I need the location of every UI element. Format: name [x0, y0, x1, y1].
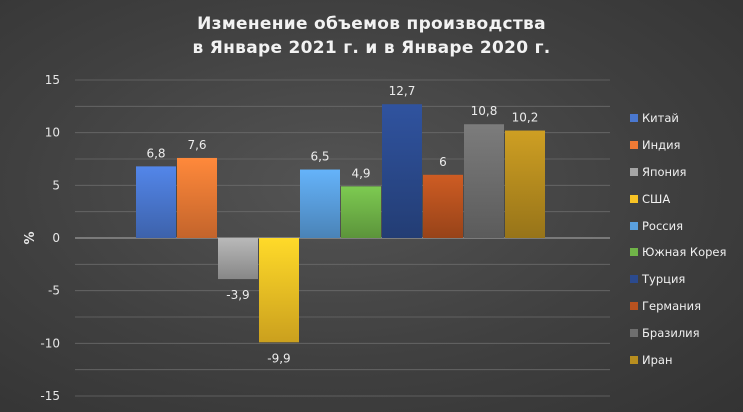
data-label: 10,8 [471, 104, 498, 118]
data-label: 6 [439, 155, 447, 169]
legend-item: Южная Корея [630, 239, 743, 266]
legend-swatch [630, 221, 638, 230]
data-label: 7,6 [187, 138, 206, 152]
legend-label: Япония [642, 164, 687, 179]
chart-legend: Китай Индия Япония США Россия Южная Корея Турц… [630, 105, 743, 373]
legend-item: Индия [630, 132, 743, 159]
bar-5 [300, 169, 340, 238]
chart-title: Изменение объемов производства в Январе … [0, 12, 743, 60]
y-tick-label: -15 [40, 389, 60, 403]
legend-label: Турция [642, 272, 686, 287]
data-label: 4,9 [351, 166, 370, 180]
bar-3 [218, 238, 258, 280]
y-tick-label: 0 [52, 231, 60, 245]
legend-item: США [630, 185, 743, 212]
data-label: -9,9 [267, 351, 290, 365]
data-label: 6,5 [310, 150, 329, 164]
legend-swatch [630, 141, 638, 150]
bar-9 [464, 124, 504, 238]
y-tick-label: 10 [45, 126, 60, 140]
legend-label: Россия [642, 218, 684, 233]
legend-swatch [630, 275, 638, 284]
bar-2 [177, 157, 217, 238]
bar-1 [136, 166, 176, 238]
bar-8 [423, 174, 463, 238]
data-label: 10,2 [512, 111, 539, 125]
bar-7 [382, 104, 422, 238]
legend-item: Япония [630, 159, 743, 186]
legend-label: Бразилия [642, 325, 700, 340]
legend-label: Германия [642, 298, 702, 313]
legend-label: Южная Корея [642, 245, 727, 260]
y-tick-label: 5 [52, 178, 60, 192]
legend-swatch [630, 194, 638, 203]
legend-swatch [630, 167, 638, 176]
y-tick-label: 15 [45, 73, 60, 87]
legend-item: Германия [630, 293, 743, 320]
data-label: -3,9 [226, 288, 249, 302]
chart-title-line-2: в Январе 2021 г. и в Январе 2020 г. [192, 38, 551, 58]
legend-label: США [642, 191, 671, 206]
legend-swatch [630, 301, 638, 310]
legend-label: Индия [642, 138, 681, 153]
legend-item: Китай [630, 105, 743, 132]
y-tick-label: -5 [48, 284, 60, 298]
legend-item: Иран [630, 346, 743, 373]
bar-4 [259, 238, 299, 343]
data-label: 12,7 [389, 84, 416, 98]
legend-label: Иран [642, 352, 673, 367]
legend-swatch [630, 248, 638, 257]
y-axis-label: % [23, 231, 38, 244]
legend-swatch [630, 328, 638, 337]
chart-title-line-1: Изменение объемов производства [197, 14, 546, 34]
y-tick-label: -10 [40, 336, 60, 350]
legend-swatch [630, 355, 638, 364]
bar-6 [341, 186, 381, 238]
legend-label: Китай [642, 111, 679, 126]
legend-item: Россия [630, 212, 743, 239]
legend-item: Турция [630, 266, 743, 293]
legend-swatch [630, 114, 638, 123]
data-label: 6,8 [146, 146, 165, 160]
bar-10 [505, 130, 545, 238]
legend-item: Бразилия [630, 319, 743, 346]
